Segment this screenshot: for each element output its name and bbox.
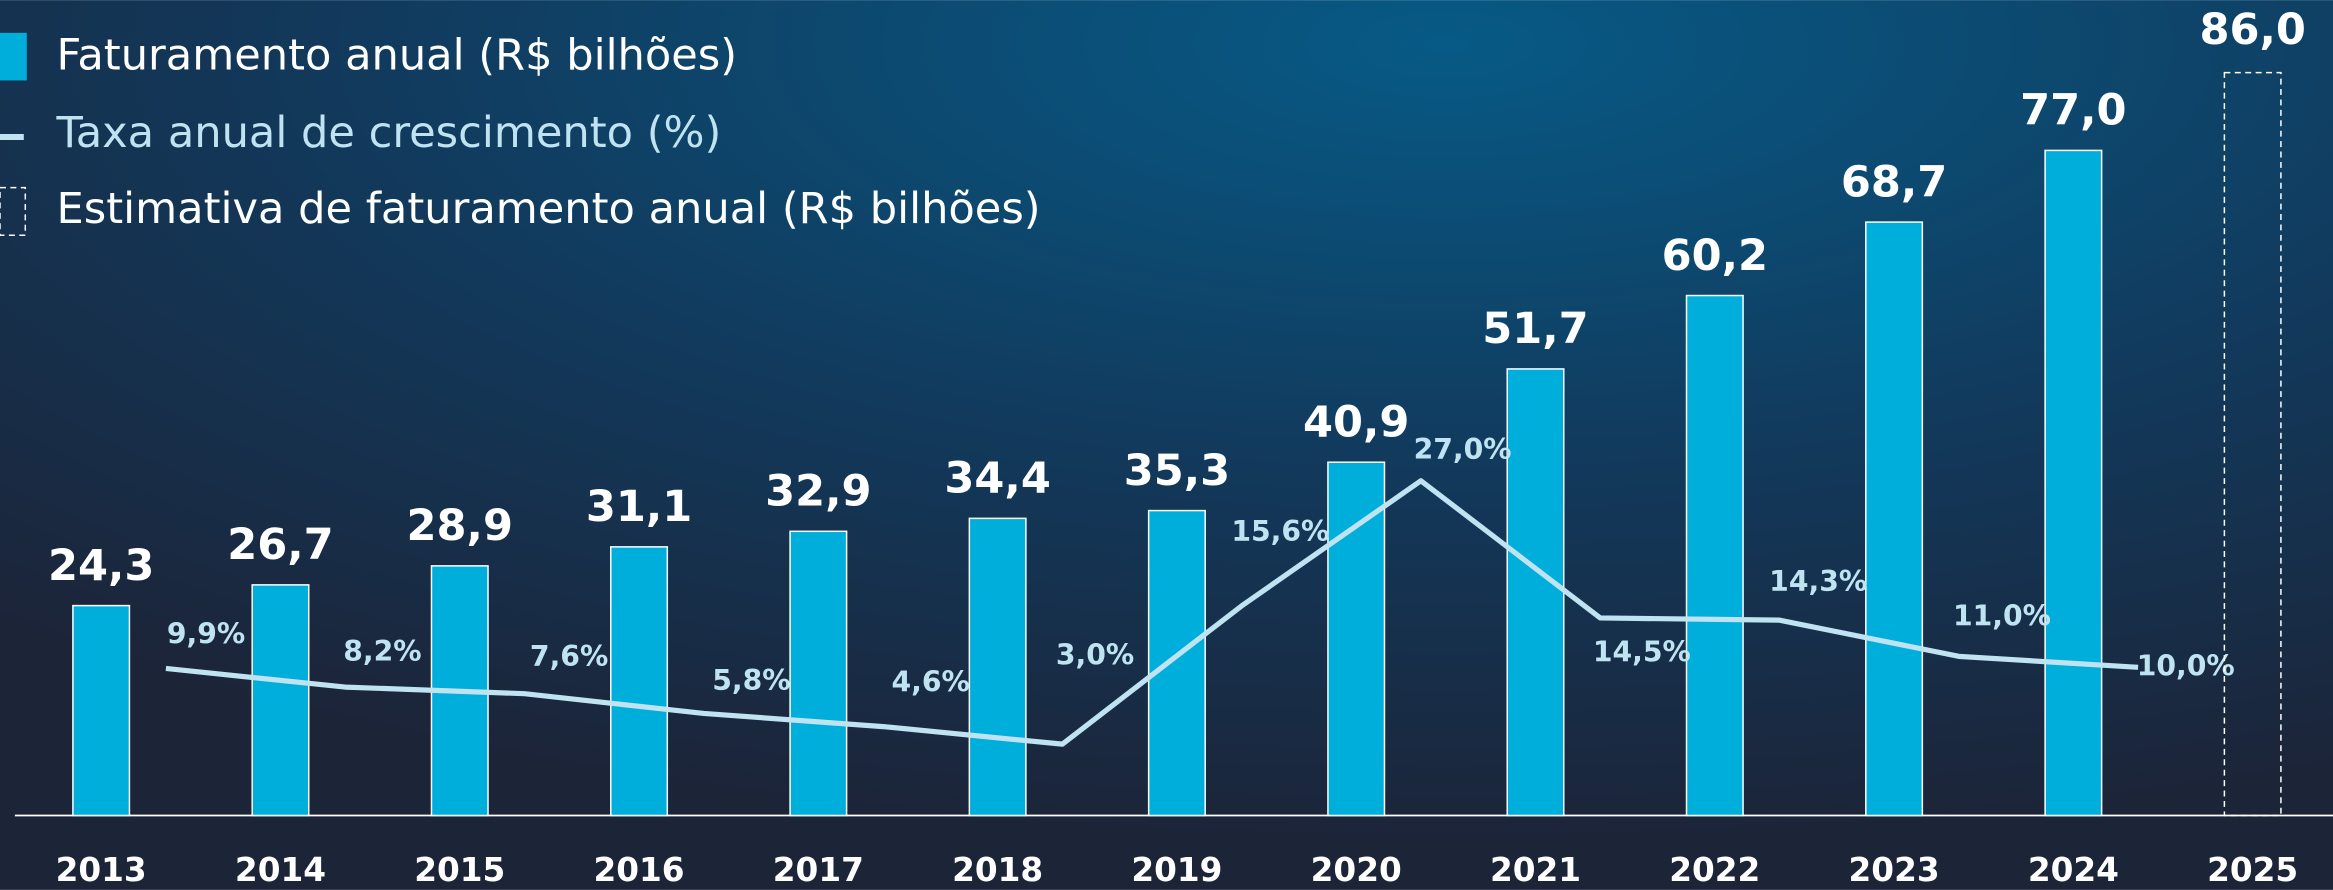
legend-label: Taxa anual de crescimento (%) — [56, 108, 722, 158]
data-label: 14,3% — [1769, 565, 1867, 598]
x-tick-label: 2020 — [1311, 851, 1402, 889]
x-tick-label: 2025 — [2207, 851, 2298, 889]
x-tick-label: 2018 — [952, 851, 1043, 889]
data-label: 86,0 — [2199, 5, 2305, 55]
x-tick-label: 2013 — [56, 851, 147, 889]
bar — [1865, 221, 1924, 817]
x-tick-label: 2021 — [1490, 851, 1581, 889]
legend-label: Estimativa de faturamento anual (R$ bilh… — [57, 184, 1041, 234]
data-label: 31,1 — [586, 482, 692, 532]
legend-swatch — [0, 186, 27, 236]
x-tick-label: 2016 — [594, 851, 685, 889]
bar — [1685, 294, 1744, 817]
x-tick-label: 2022 — [1669, 851, 1760, 889]
data-label: 15,6% — [1231, 515, 1329, 548]
bar — [251, 584, 310, 817]
x-tick-label: 2024 — [2028, 851, 2119, 889]
data-label: 32,9 — [765, 467, 871, 517]
data-label: 77,0 — [2020, 86, 2126, 136]
data-label: 4,6% — [891, 665, 969, 698]
data-label: 68,7 — [1841, 157, 1947, 207]
x-tick-label: 2015 — [414, 851, 505, 889]
data-label: 40,9 — [1303, 398, 1409, 448]
legend-label: Faturamento anual (R$ bilhões) — [57, 31, 738, 81]
x-tick-label: 2019 — [1131, 851, 1222, 889]
data-label: 9,9% — [167, 618, 245, 651]
data-label: 3,0% — [1056, 638, 1134, 671]
data-label: 28,9 — [407, 501, 513, 551]
bar — [2044, 149, 2103, 817]
legend: Faturamento anual (R$ bilhões) Taxa anua… — [0, 31, 1041, 236]
data-label: 34,4 — [944, 454, 1050, 504]
bar — [1506, 368, 1565, 817]
data-label: 5,8% — [712, 664, 790, 697]
data-label: 7,6% — [530, 640, 608, 673]
bar — [72, 604, 131, 817]
data-label: 24,3 — [48, 541, 154, 591]
estimate-bar — [2223, 71, 2282, 817]
bar — [968, 517, 1027, 817]
data-label: 11,0% — [1953, 600, 2051, 633]
x-tick-label: 2017 — [773, 851, 864, 889]
bar — [789, 530, 848, 817]
data-label: 26,7 — [227, 520, 333, 570]
data-label: 10,0% — [2137, 649, 2235, 682]
x-tick-label: 2023 — [1849, 851, 1940, 889]
bar — [610, 546, 669, 817]
data-label: 60,2 — [1662, 231, 1768, 281]
legend-swatch — [0, 32, 27, 81]
data-label: 8,2% — [343, 635, 421, 668]
growth-line — [165, 478, 2139, 747]
data-label: 51,7 — [1482, 304, 1588, 354]
data-label: 14,5% — [1593, 636, 1691, 669]
data-label: 35,3 — [1124, 446, 1230, 496]
bar — [1327, 461, 1386, 817]
bar — [1147, 509, 1206, 817]
x-tick-label: 2014 — [235, 851, 326, 889]
data-label: 27,0% — [1414, 433, 1512, 466]
